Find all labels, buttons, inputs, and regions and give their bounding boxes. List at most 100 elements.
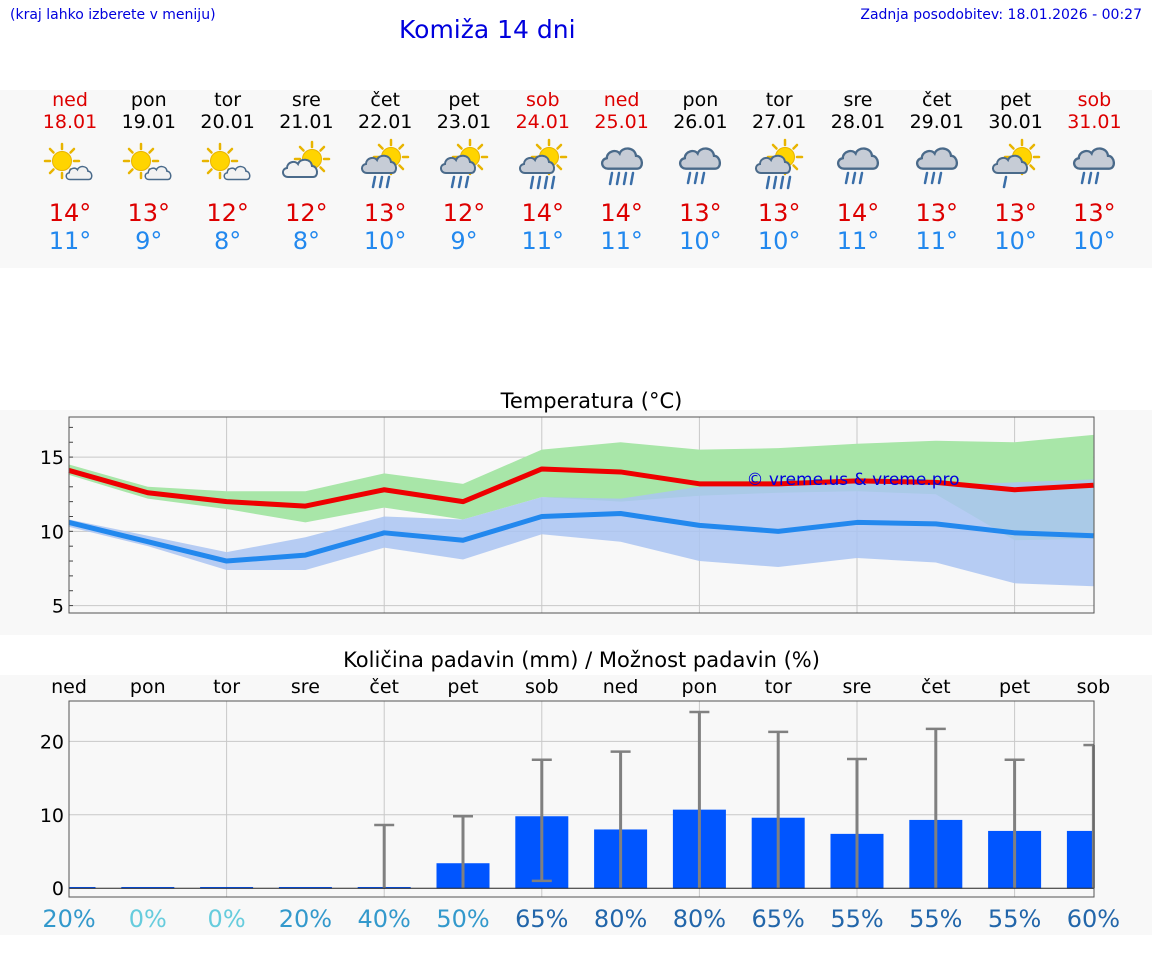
temperature-min-range-band	[69, 479, 1094, 587]
min-temperature: 9°	[135, 227, 163, 255]
precipitation-tick-label: 10	[40, 805, 64, 827]
min-temperature: 10°	[679, 227, 722, 255]
precipitation-probability: 50%	[436, 905, 489, 933]
max-temperature: 14°	[521, 199, 565, 227]
cloud-rain-icon	[679, 147, 722, 185]
precipitation-probability: 55%	[909, 905, 962, 933]
min-temperature: 10°	[994, 227, 1037, 255]
precipitation-day-label: sob	[1077, 676, 1111, 698]
day-date: 27.01	[751, 111, 807, 133]
temperature-min-line	[68, 511, 1094, 564]
watermark: © vreme.us & vreme.pro	[746, 470, 959, 490]
min-temperature: 11°	[48, 227, 92, 255]
sun-cloud-light-rain-icon	[991, 138, 1040, 189]
max-temperature: 13°	[127, 199, 171, 227]
forecast-day: čet 22.01 13° 10°	[346, 89, 424, 255]
precipitation-probability: 80%	[594, 905, 647, 933]
forecast-day: sob 31.01 13° 10°	[1055, 89, 1133, 255]
min-temperature: 11°	[521, 227, 565, 255]
min-temperature: 10°	[1073, 227, 1116, 255]
precipitation-day-label: pet	[999, 676, 1030, 698]
min-temperature: 11°	[915, 227, 959, 255]
precipitation-day-label: pon	[682, 676, 718, 698]
min-temperature: 8°	[292, 227, 321, 255]
day-date: 25.01	[594, 111, 649, 133]
precipitation-tick-label: 20	[40, 731, 64, 753]
min-temperature: 8°	[213, 227, 242, 255]
forecast-day: tor 27.01 13° 10°	[740, 89, 818, 255]
precipitation-probability: 55%	[988, 905, 1041, 933]
cloud-rain-icon	[1073, 147, 1116, 185]
day-name: pon	[682, 89, 719, 111]
precipitation-probability: 20%	[279, 905, 332, 933]
precipitation-day-label: sre	[291, 676, 320, 698]
day-date: 18.01	[42, 111, 98, 133]
last-updated: Zadnja posodobitev: 18.01.2026 - 00:27	[860, 7, 1142, 23]
forecast-strip	[0, 90, 1152, 268]
forecast-day: ned 18.01 14° 11°	[31, 89, 109, 255]
day-date: 26.01	[673, 111, 728, 133]
temperature-tick-label: 5	[52, 596, 64, 618]
min-temperature: 11°	[836, 227, 880, 255]
max-temperature: 13°	[994, 199, 1037, 227]
max-temperature: 13°	[363, 199, 407, 227]
day-name: pet	[448, 89, 480, 111]
precipitation-tick-label: 0	[52, 878, 64, 900]
precipitation-probability: 20%	[42, 905, 95, 933]
forecast-day: pet 30.01 13° 10°	[977, 89, 1055, 255]
location-hint: (kraj lahko izberete v meniju)	[10, 7, 216, 23]
precipitation-probability: 55%	[830, 905, 883, 933]
temperature-title: Temperatura (°C)	[500, 389, 683, 413]
day-name: pet	[999, 89, 1032, 111]
forecast-day: tor 20.01 12° 8°	[189, 89, 267, 255]
temperature-max-range-band	[69, 434, 1094, 541]
temperature-tick-label: 15	[40, 447, 64, 469]
day-date: 24.01	[515, 111, 570, 133]
min-temperature: 10°	[757, 227, 801, 255]
max-temperature: 12°	[442, 199, 486, 227]
precipitation-title: Količina padavin (mm) / Možnost padavin …	[343, 648, 820, 672]
min-temperature: 11°	[600, 227, 643, 255]
day-date: 23.01	[436, 111, 492, 133]
day-name: tor	[765, 89, 793, 111]
day-name: sob	[1077, 89, 1112, 111]
forecast-day: pet 23.01 12° 9°	[425, 89, 503, 255]
day-name: sre	[291, 89, 321, 111]
max-temperature: 14°	[600, 199, 643, 227]
forecast-day: sre 21.01 12° 8°	[267, 89, 345, 255]
max-temperature: 13°	[1073, 199, 1116, 227]
page-title: Komiža 14 dni	[399, 15, 576, 44]
precipitation-bar	[1066, 830, 1094, 889]
sun-cloud-rain-icon	[361, 138, 410, 189]
cloud-rain-icon	[915, 147, 958, 185]
day-name: tor	[214, 89, 242, 111]
day-name: ned	[603, 89, 640, 111]
sun-cloud-icon	[43, 142, 93, 181]
forecast-day: sob 24.01 14° 11°	[504, 89, 582, 255]
max-temperature: 13°	[915, 199, 959, 227]
max-temperature: 14°	[836, 199, 880, 227]
min-temperature: 10°	[363, 227, 407, 255]
forecast-day: sre 28.01 14° 11°	[819, 89, 897, 255]
forecast-day: pon 26.01 13° 10°	[661, 89, 739, 255]
precipitation-day-label: čet	[921, 676, 951, 698]
day-name: ned	[52, 89, 88, 111]
max-temperature: 13°	[757, 199, 801, 227]
precipitation-probability: 0%	[129, 905, 167, 933]
cloud-rain-icon	[836, 147, 880, 185]
day-date: 21.01	[279, 111, 334, 133]
max-temperature: 12°	[285, 199, 328, 227]
day-name: sre	[843, 89, 873, 111]
precipitation-day-label: pon	[130, 676, 166, 698]
day-date: 29.01	[909, 111, 964, 133]
precipitation-day-label: čet	[369, 676, 399, 698]
precipitation-day-label: ned	[51, 676, 87, 698]
precipitation-plot-frame	[68, 700, 1095, 898]
max-temperature: 14°	[48, 199, 92, 227]
precipitation-probability: 0%	[208, 905, 246, 933]
day-name: pon	[130, 89, 167, 111]
day-date: 31.01	[1067, 111, 1122, 133]
day-name: sob	[526, 89, 560, 111]
temperature-max-line	[68, 466, 1094, 509]
